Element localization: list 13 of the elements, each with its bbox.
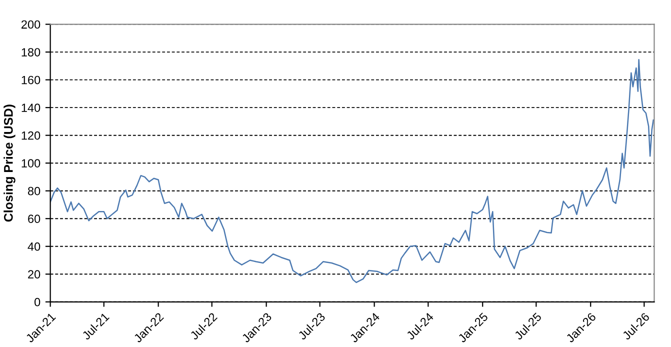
y-tick-label: 100 xyxy=(22,159,40,168)
y-tick-label: 80 xyxy=(28,186,40,196)
y-tick-label: 160 xyxy=(22,76,40,84)
y-tick-label: 200 xyxy=(22,20,40,29)
line-series xyxy=(50,59,654,284)
y-tick-label: 140 xyxy=(22,104,40,112)
y-tick-label: 180 xyxy=(22,48,40,56)
y-tick-label: 60 xyxy=(28,214,40,224)
y-tick-label: 0 xyxy=(34,298,40,306)
y-axis-title: Closing Price (USD) xyxy=(4,104,16,222)
y-tick-label: 20 xyxy=(28,270,40,279)
y-tick-label: 40 xyxy=(28,242,40,251)
y-tick-label: 120 xyxy=(22,131,40,140)
